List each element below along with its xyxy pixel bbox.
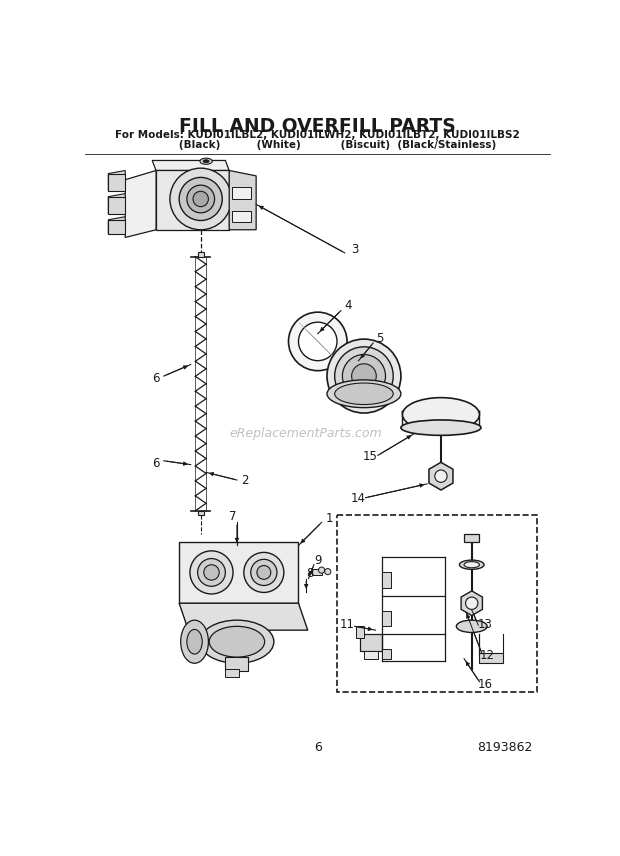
- Ellipse shape: [435, 470, 447, 482]
- Polygon shape: [125, 170, 156, 237]
- Ellipse shape: [204, 565, 219, 580]
- Polygon shape: [156, 170, 229, 229]
- Bar: [108, 174, 125, 191]
- Bar: [231, 187, 250, 199]
- Text: 7: 7: [229, 509, 237, 523]
- Text: 5: 5: [376, 332, 383, 345]
- Text: 8: 8: [306, 568, 314, 580]
- Polygon shape: [108, 217, 125, 234]
- Bar: [356, 627, 364, 638]
- Ellipse shape: [456, 620, 487, 633]
- Ellipse shape: [335, 383, 393, 405]
- Text: 11: 11: [340, 618, 355, 631]
- Polygon shape: [152, 160, 229, 170]
- Text: FILL AND OVERFILL PARTS: FILL AND OVERFILL PARTS: [179, 116, 456, 135]
- Bar: [364, 651, 378, 658]
- Ellipse shape: [459, 560, 484, 569]
- Bar: [360, 634, 382, 651]
- Bar: [382, 650, 391, 658]
- Bar: [198, 253, 204, 257]
- Ellipse shape: [288, 312, 347, 371]
- Text: 6: 6: [153, 372, 160, 385]
- Bar: [312, 568, 322, 574]
- Polygon shape: [429, 462, 453, 490]
- Bar: [337, 514, 537, 692]
- Ellipse shape: [257, 566, 271, 580]
- Ellipse shape: [298, 322, 337, 360]
- Ellipse shape: [342, 354, 386, 398]
- Text: 6: 6: [314, 741, 322, 754]
- Bar: [464, 534, 479, 542]
- Bar: [108, 197, 125, 214]
- Text: 6: 6: [153, 456, 160, 470]
- Ellipse shape: [464, 562, 479, 568]
- Ellipse shape: [187, 629, 202, 654]
- Text: 15: 15: [363, 450, 378, 463]
- Bar: [231, 211, 250, 222]
- Text: 9: 9: [314, 555, 322, 568]
- Bar: [225, 657, 249, 671]
- Polygon shape: [179, 542, 298, 603]
- Bar: [225, 669, 239, 677]
- Text: 14: 14: [350, 492, 365, 505]
- Ellipse shape: [200, 620, 274, 663]
- Bar: [479, 653, 503, 663]
- Ellipse shape: [179, 177, 222, 221]
- Bar: [108, 220, 125, 234]
- Ellipse shape: [190, 551, 233, 594]
- Ellipse shape: [352, 364, 376, 389]
- Text: 4: 4: [345, 299, 352, 312]
- Ellipse shape: [325, 568, 331, 574]
- Polygon shape: [461, 591, 482, 615]
- Ellipse shape: [244, 552, 284, 592]
- Text: For Models: KUDI01ILBL2, KUDI01ILWH2, KUDI01ILBT2, KUDI01ILBS2: For Models: KUDI01ILBL2, KUDI01ILWH2, KU…: [115, 130, 520, 140]
- Ellipse shape: [466, 597, 478, 609]
- Ellipse shape: [335, 347, 393, 406]
- Polygon shape: [179, 603, 308, 630]
- Text: 13: 13: [477, 618, 492, 631]
- Ellipse shape: [180, 620, 208, 663]
- Ellipse shape: [319, 567, 325, 574]
- Polygon shape: [108, 170, 125, 191]
- Ellipse shape: [200, 158, 212, 164]
- Text: 3: 3: [351, 242, 358, 256]
- Ellipse shape: [203, 160, 209, 163]
- Ellipse shape: [170, 168, 231, 229]
- Ellipse shape: [187, 185, 215, 213]
- Ellipse shape: [327, 339, 401, 413]
- Text: (Black)          (White)           (Biscuit)  (Black/Stainless): (Black) (White) (Biscuit) (Black/Stainle…: [139, 140, 497, 151]
- Text: eReplacementParts.com: eReplacementParts.com: [230, 427, 383, 440]
- Ellipse shape: [402, 398, 479, 431]
- Ellipse shape: [401, 420, 481, 436]
- Bar: [382, 573, 391, 588]
- Ellipse shape: [198, 559, 225, 586]
- Text: 12: 12: [480, 649, 495, 662]
- Polygon shape: [229, 170, 256, 229]
- Text: 8193862: 8193862: [477, 741, 533, 754]
- Text: 2: 2: [241, 473, 249, 486]
- Bar: [382, 611, 391, 627]
- Bar: [198, 511, 204, 515]
- Ellipse shape: [193, 191, 208, 206]
- Polygon shape: [108, 193, 125, 214]
- Text: 1: 1: [326, 512, 333, 525]
- Ellipse shape: [250, 559, 277, 586]
- Text: 16: 16: [478, 678, 493, 692]
- Ellipse shape: [209, 627, 265, 657]
- Ellipse shape: [327, 380, 401, 407]
